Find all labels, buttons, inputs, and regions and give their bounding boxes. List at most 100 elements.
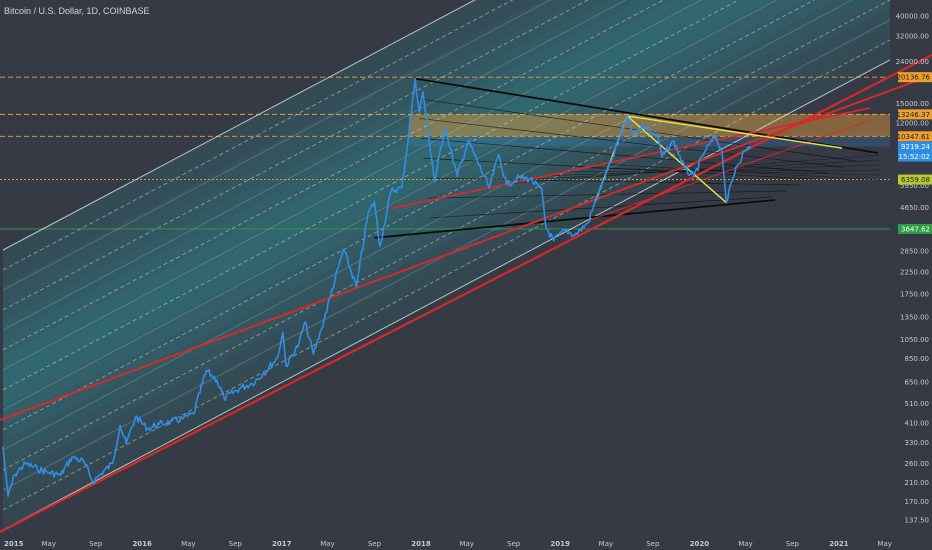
yellow-line: [627, 115, 843, 149]
red-trendline: [391, 107, 871, 210]
red-trendlines-group: [0, 54, 932, 533]
x-tick-label: Sep: [786, 540, 800, 548]
price-tag: [898, 72, 932, 83]
channel-band: [3, 0, 640, 338]
price-tag: [898, 151, 932, 162]
channel-band: [3, 0, 871, 460]
y-tick-label: 1750.00: [900, 291, 929, 299]
x-tick-label: 2018: [411, 540, 431, 548]
channel-level-line: [2, 39, 891, 511]
price-tag-label: 20136.76: [897, 74, 931, 82]
price-tags-group: 20136.76 13246.37 10347.61 9219.24 15:52:02 6…: [897, 72, 932, 234]
price-tag-label: 9219.24: [901, 143, 930, 151]
y-tick-label: 2850.00: [900, 247, 929, 255]
x-tick-label: 2019: [550, 540, 570, 548]
y-tick-label: 2250.00: [900, 268, 929, 276]
x-tick-label: Sep: [368, 540, 382, 548]
channel-boundary-line: [2, 0, 476, 251]
x-tick-label: May: [320, 540, 334, 548]
price-tag: [898, 131, 932, 142]
price-tag-label: 13246.37: [897, 111, 930, 119]
fan-line: [421, 137, 829, 174]
y-tick-label: 650.00: [905, 379, 930, 387]
channel-band: [3, 0, 574, 303]
y-tick-label: 210.00: [905, 479, 930, 487]
y-axis[interactable]: 40000.00 32000.00 24000.00 15000.00 12000.00…: [896, 13, 929, 525]
channel-band: [3, 0, 541, 285]
channel-level-line: [2, 0, 552, 291]
fan-line: [419, 118, 843, 168]
price-tag-label: 6359.08: [901, 176, 930, 184]
channel-band: [3, 0, 673, 355]
price-tag-label: 15:52:02: [899, 153, 930, 161]
y-tick-label: 1350.00: [900, 314, 929, 322]
x-tick-label: May: [738, 540, 752, 548]
channel-band: [3, 0, 838, 443]
y-tick-label: 850.00: [905, 355, 930, 363]
horizontal-levels-group: [0, 76, 890, 230]
y-tick-label: 24000.00: [896, 58, 929, 66]
x-tick-label: Sep: [646, 540, 660, 548]
y-tick-label: 260.00: [905, 460, 930, 468]
x-axis[interactable]: 2015 May Sep 2016 May Sep 2017 May Sep 2018 May Sep…: [4, 540, 892, 548]
x-tick-label: 2017: [272, 540, 292, 548]
y-tick-label: 170.00: [905, 498, 930, 506]
y-tick-label: 137.50: [905, 517, 930, 525]
y-tick-label: 510.00: [905, 400, 930, 408]
y-tick-label: 330.00: [905, 439, 930, 447]
channel-boundary-line: [2, 59, 891, 531]
channel-band: [3, 0, 607, 320]
x-tick-label: May: [599, 540, 613, 548]
y-tick-label: 410.00: [905, 420, 930, 428]
channel-level-line: [2, 0, 778, 411]
x-tick-label: Sep: [89, 540, 103, 548]
y-tick-label: 40000.00: [896, 13, 929, 21]
red-trendline: [587, 119, 871, 222]
x-tick-label: 2015: [4, 540, 24, 548]
y-tick-label: 1050.00: [900, 336, 929, 344]
channel-level-line: [2, 0, 853, 451]
channel-level-line: [2, 0, 891, 471]
x-tick-label: May: [459, 540, 473, 548]
x-tick-label: 2021: [829, 540, 849, 548]
price-tag: [898, 141, 932, 152]
price-tag: [898, 174, 932, 185]
channel-band: [3, 42, 890, 530]
x-tick-label: May: [42, 540, 56, 548]
y-tick-label: 12000.00: [896, 120, 929, 128]
x-tick-label: 2016: [132, 540, 152, 548]
chart-title: Bitcoin / U.S. Dollar, 1D, COINBASE: [4, 6, 150, 16]
price-zone: [409, 136, 890, 147]
descending-resistance-line: [415, 77, 879, 154]
y-tick-label: 5950.00: [900, 182, 929, 190]
yellow-line: [626, 115, 727, 204]
x-tick-label: May: [181, 540, 195, 548]
price-tag-label: 3647.62: [901, 225, 930, 233]
y-tick-label: 4650.00: [900, 204, 929, 212]
ascending-support-line: [374, 199, 776, 239]
red-trendline: [0, 54, 932, 533]
y-tick-label: 32000.00: [896, 33, 929, 41]
x-tick-label: Sep: [229, 540, 243, 548]
channel-band: [3, 0, 508, 268]
fan-line: [429, 196, 773, 219]
fan-line: [425, 177, 801, 186]
x-tick-label: Sep: [507, 540, 521, 548]
channel-band: [3, 0, 805, 425]
channel-band: [3, 7, 890, 495]
y-tick-label: 15000.00: [896, 100, 929, 108]
channel-level-line: [2, 0, 816, 431]
channel-band: [3, 0, 706, 373]
x-tick-label: 2020: [690, 540, 710, 548]
fan-line: [597, 163, 881, 181]
red-trendline: [0, 74, 932, 421]
x-tick-label: May: [877, 540, 891, 548]
channel-level-line: [2, 0, 627, 331]
price-series-group: [2, 77, 752, 497]
triangle-lines-group: [374, 77, 881, 239]
price-line: [2, 77, 752, 497]
price-tag: [898, 109, 932, 120]
price-tag-label: 10347.61: [897, 133, 930, 141]
